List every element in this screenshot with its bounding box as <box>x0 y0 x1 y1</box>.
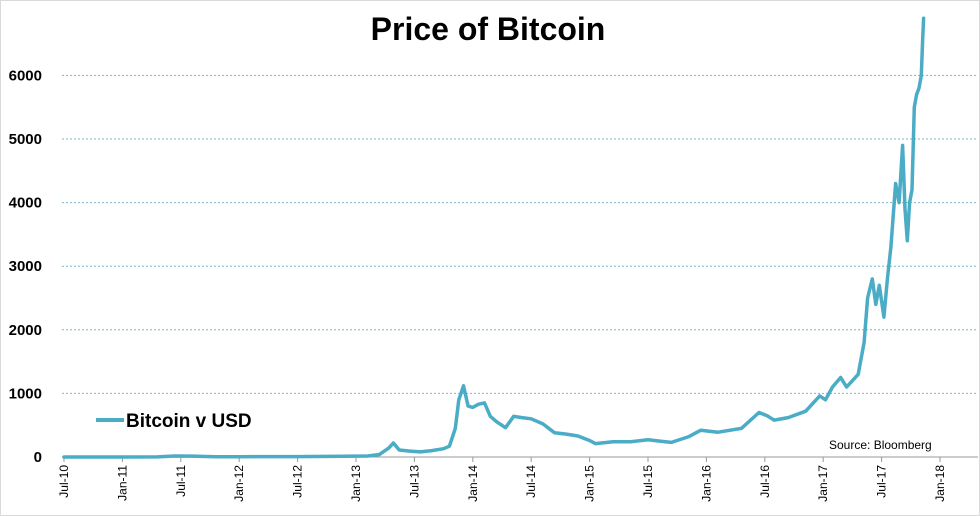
x-tick-label: Jan-17 <box>816 465 830 502</box>
y-tick-label: 0 <box>34 449 42 466</box>
series-line-bitcoin-usd <box>62 16 926 459</box>
legend: Bitcoin v USD <box>96 411 252 432</box>
source-note: Source: Bloomberg <box>829 438 932 452</box>
y-tick-label: 4000 <box>9 195 42 212</box>
y-tick-label: 6000 <box>9 67 42 84</box>
x-tick-label: Jan-12 <box>232 465 246 502</box>
x-tick-label: Jan-18 <box>933 465 947 502</box>
x-tick-label: Jan-14 <box>466 465 480 502</box>
legend-label: Bitcoin v USD <box>126 411 252 432</box>
x-tick-label: Jul-17 <box>875 465 889 498</box>
chart-title: Price of Bitcoin <box>371 11 606 47</box>
x-tick-label: Jul-14 <box>524 465 538 498</box>
x-tick-label: Jan-15 <box>583 465 597 502</box>
x-tick-label: Jul-10 <box>57 465 71 498</box>
y-tick-label: 3000 <box>9 258 42 275</box>
x-tick-label: Jul-13 <box>407 465 421 498</box>
y-tick-label: 5000 <box>9 131 42 148</box>
x-tick-label: Jan-13 <box>349 465 363 502</box>
y-tick-label: 1000 <box>9 385 42 402</box>
x-tick-label: Jul-11 <box>174 465 188 497</box>
gridlines <box>62 74 978 394</box>
series-layer <box>62 16 926 459</box>
x-tick-label: Jul-16 <box>758 465 772 498</box>
y-tick-label: 2000 <box>9 322 42 339</box>
x-tick-label: Jan-16 <box>699 465 713 502</box>
y-axis-ticks: 0 1000 2000 3000 4000 5000 6000 <box>9 67 42 466</box>
x-tick-label: Jul-12 <box>291 465 305 498</box>
x-tick-label: Jul-15 <box>641 465 655 498</box>
x-tick-label: Jan-11 <box>115 465 129 501</box>
x-axis: Jul-10 Jan-11 Jul-11 Jan-12 Jul-12 Jan-13 Jul-… <box>57 456 978 502</box>
